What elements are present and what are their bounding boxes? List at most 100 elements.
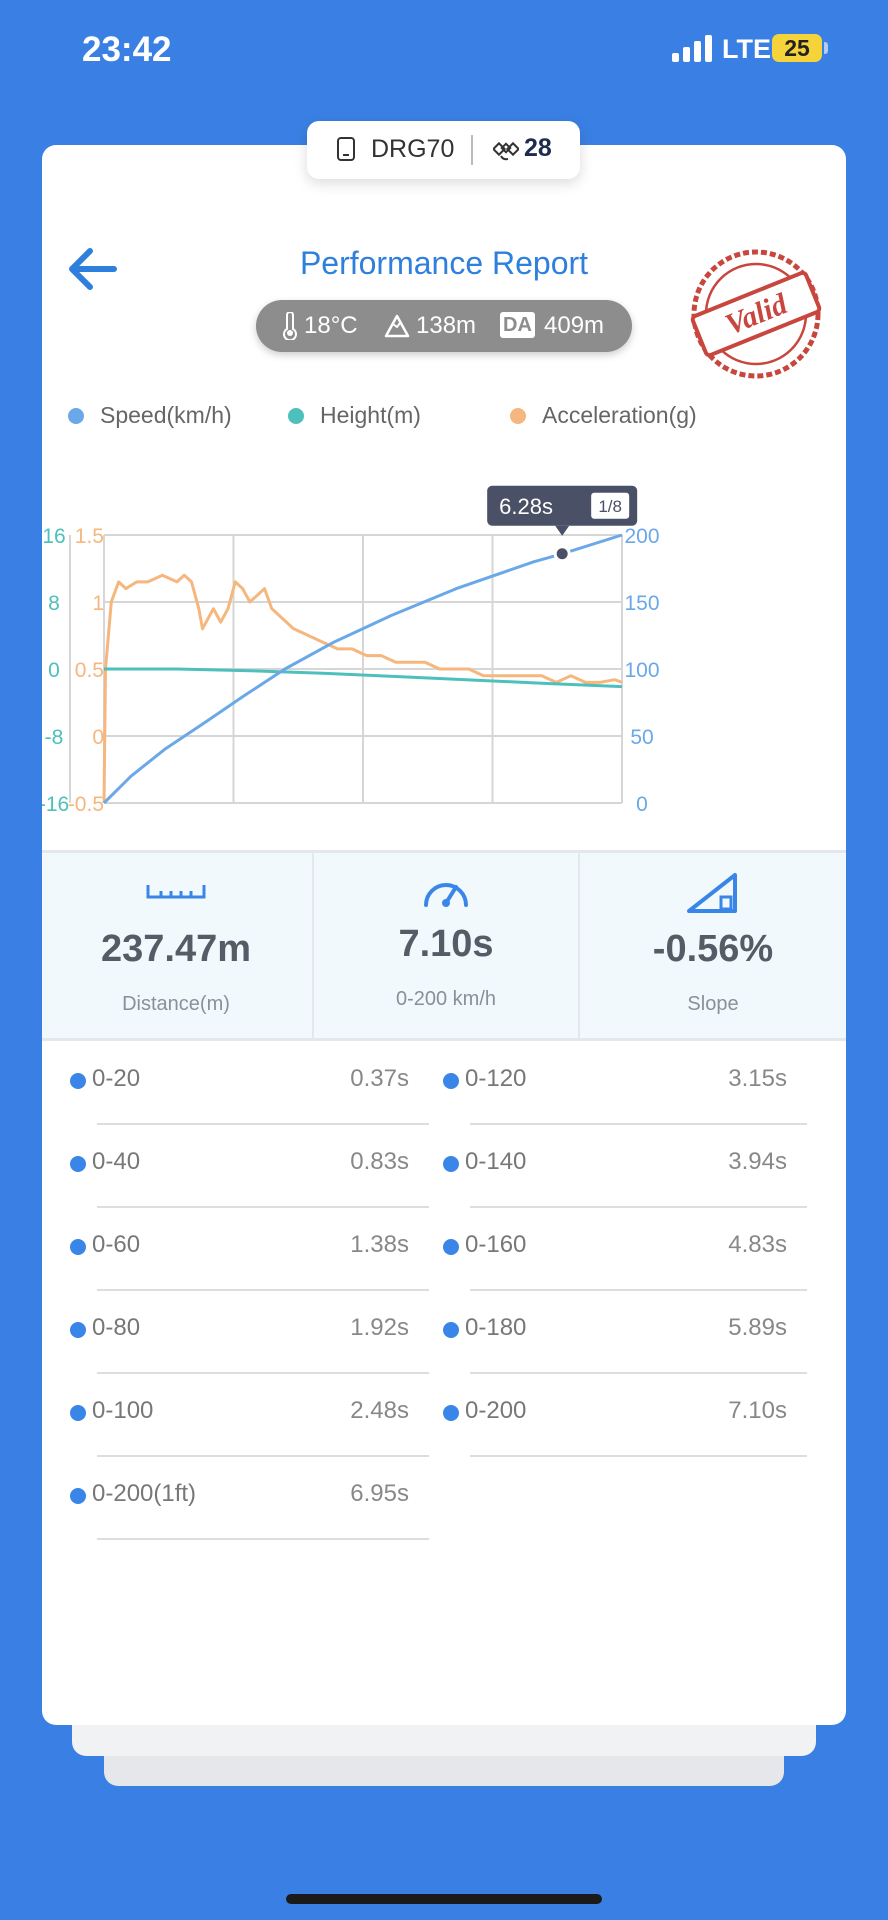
- split-divider: [470, 1289, 807, 1291]
- split-row: 0-140 3.94s: [415, 1128, 807, 1211]
- legend-height-label: Height(m): [320, 402, 421, 428]
- signal-icon: [672, 35, 714, 62]
- split-bullet: [443, 1239, 459, 1255]
- tooltip-time: 6.28s: [499, 494, 553, 519]
- speed-tick-label: 100: [624, 659, 659, 682]
- distance-value: 237.47m: [100, 928, 251, 970]
- chart-marker: [553, 545, 571, 563]
- height-tick-label: 0: [48, 659, 60, 682]
- chart-legend: Speed(km/h) Height(m) Acceleration(g): [42, 395, 846, 435]
- split-bullet: [443, 1156, 459, 1172]
- back-arrow-icon[interactable]: [62, 243, 122, 295]
- acceleration-tick-label: 0: [92, 726, 104, 749]
- split-bullet: [443, 1322, 459, 1338]
- divider: [471, 135, 473, 165]
- split-bullet: [70, 1488, 86, 1504]
- network-type: LTE: [722, 34, 771, 64]
- height-tick-label: 16: [42, 525, 65, 548]
- acceleration-time-label: 0-200 km/h: [395, 988, 497, 1010]
- legend-height[interactable]: Height(m): [288, 395, 421, 435]
- split-divider: [470, 1123, 807, 1125]
- thermometer-icon: [283, 312, 297, 340]
- legend-speed-label: Speed(km/h): [100, 402, 232, 428]
- slope-value: -0.56%: [652, 928, 774, 970]
- home-indicator: [286, 1894, 602, 1904]
- tooltip-pointer: [555, 525, 570, 536]
- split-row: 0-40 0.83s: [42, 1128, 429, 1211]
- split-time: 1.38s: [350, 1231, 409, 1258]
- satellite-count: 28: [524, 134, 552, 162]
- satellite-icon: [493, 141, 519, 161]
- stat-slope: -0.56% Slope: [580, 853, 846, 1038]
- split-time: 5.89s: [728, 1314, 787, 1341]
- legend-acceleration-label: Acceleration(g): [542, 402, 697, 428]
- split-row: 0-120 3.15s: [415, 1045, 807, 1128]
- split-time: 0.83s: [350, 1148, 409, 1175]
- split-label: 0-40: [92, 1148, 141, 1175]
- split-time: 7.10s: [728, 1397, 787, 1424]
- split-divider: [470, 1455, 807, 1457]
- valid-stamp-icon: Valid: [690, 249, 822, 379]
- split-bullet: [443, 1405, 459, 1421]
- device-name: DRG70: [371, 135, 455, 163]
- split-divider: [470, 1206, 807, 1208]
- status-time: 23:42: [82, 30, 172, 69]
- device-pill[interactable]: DRG70 28: [307, 121, 580, 179]
- tooltip-page: 1/8: [598, 497, 622, 516]
- altitude-value: 138m: [416, 312, 477, 339]
- page-title: Performance Report: [299, 245, 589, 281]
- stat-distance: 237.47m Distance(m): [42, 853, 310, 1038]
- speed-tick-label: 200: [624, 525, 659, 548]
- slope-label: Slope: [687, 993, 739, 1015]
- legend-speed[interactable]: Speed(km/h): [68, 395, 232, 435]
- split-time: 4.83s: [728, 1231, 787, 1258]
- split-divider: [97, 1538, 429, 1540]
- split-bullet: [70, 1322, 86, 1338]
- performance-chart[interactable]: 16 8 0 -8 -16 1.5 1 0.5 0 -0.5 200 150 100 50 0 6.28s 1/…: [42, 435, 846, 955]
- legend-acceleration[interactable]: Acceleration(g): [510, 395, 697, 435]
- status-bar: 23:42 LTE 25: [0, 0, 888, 100]
- speedometer-icon: [424, 883, 468, 907]
- split-label: 0-120: [465, 1065, 527, 1092]
- split-label: 0-100: [92, 1397, 154, 1424]
- height-tick-label: -16: [42, 793, 69, 816]
- slope-icon: [687, 873, 737, 913]
- split-row: 0-80 1.92s: [42, 1294, 429, 1377]
- split-row: 0-100 2.48s: [42, 1377, 429, 1460]
- split-label: 0-20: [92, 1065, 141, 1092]
- split-divider: [97, 1455, 429, 1457]
- split-bullet: [70, 1405, 86, 1421]
- speed-tick-label: 50: [630, 726, 653, 749]
- mountain-icon: [384, 314, 410, 338]
- split-row: 0-160 4.83s: [415, 1211, 807, 1294]
- speed-series-line: [102, 533, 623, 805]
- report-card: Performance Report 18°C 138m DA 409m Val…: [42, 145, 846, 1725]
- tooltip-page-box: [591, 492, 630, 519]
- split-time: 1.92s: [350, 1314, 409, 1341]
- split-bullet: [70, 1156, 86, 1172]
- split-label: 0-140: [465, 1148, 527, 1175]
- device-icon: [337, 137, 355, 161]
- distance-label: Distance(m): [122, 993, 230, 1015]
- split-bullet: [70, 1239, 86, 1255]
- split-time: 6.95s: [350, 1480, 409, 1507]
- acceleration-time-value: 7.10s: [398, 923, 494, 965]
- split-label: 0-200: [465, 1397, 527, 1424]
- split-label: 0-160: [465, 1231, 527, 1258]
- split-divider: [97, 1206, 429, 1208]
- split-divider: [97, 1289, 429, 1291]
- density-altitude-value: 409m: [544, 312, 605, 339]
- acceleration-tick-label: 1.5: [75, 525, 104, 548]
- speed-tick-label: 150: [624, 592, 659, 615]
- split-label: 0-180: [465, 1314, 527, 1341]
- acceleration-series-line: [102, 573, 623, 804]
- split-bullet: [443, 1073, 459, 1089]
- split-label: 0-60: [92, 1231, 141, 1258]
- stat-acceleration-time: 7.10s 0-200 km/h: [314, 853, 578, 1038]
- temperature-value: 18°C: [304, 312, 358, 339]
- split-divider: [97, 1123, 429, 1125]
- split-label: 0-200(1ft): [92, 1480, 197, 1507]
- ruler-icon: [146, 885, 206, 899]
- height-tick-label: 8: [48, 592, 60, 615]
- split-divider: [97, 1372, 429, 1374]
